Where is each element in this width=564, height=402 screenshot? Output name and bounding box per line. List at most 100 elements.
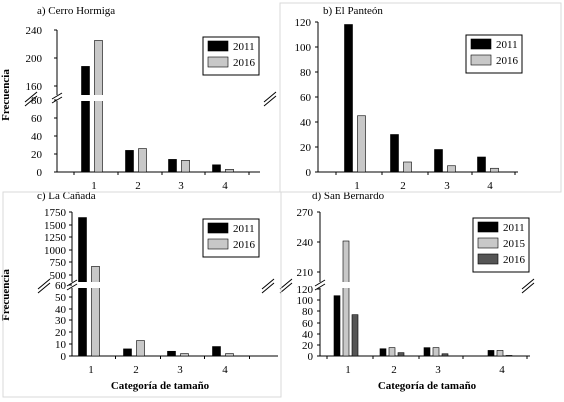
y-tick-label: 20 xyxy=(31,149,43,161)
bar-2011-cat1 xyxy=(81,66,90,173)
axis-break-mark xyxy=(51,92,63,100)
panel-0: a) Cerro Hormiga Frecuencia 0 20 40 60 80 160 20… xyxy=(0,5,277,192)
y-tick-label: 500 xyxy=(50,270,67,282)
bar-2016-cat4 xyxy=(505,355,513,357)
bar-2016-cat1 xyxy=(357,115,366,173)
bar-2011-cat4 xyxy=(212,164,221,173)
y-tick-label: 40 xyxy=(55,304,67,316)
y-tick-label: 80 xyxy=(302,306,314,318)
bar-break-gap xyxy=(80,95,91,101)
legend-label: 2011 xyxy=(233,41,255,53)
y-axis-label: Frecuencia xyxy=(0,269,12,321)
bar-2016-cat3 xyxy=(447,165,456,173)
legend-label: 2016 xyxy=(233,57,256,69)
bar-2015-cat4 xyxy=(496,350,504,357)
y-tick-label: 50 xyxy=(55,292,67,304)
legend-label: 2011 xyxy=(496,39,518,51)
axis-break-mark xyxy=(314,279,326,287)
y-tick-label: 10 xyxy=(55,339,67,351)
bar-2016-cat3 xyxy=(181,160,190,173)
bar-2016-cat4 xyxy=(225,353,234,357)
legend-swatch-2011 xyxy=(207,40,229,52)
legend-swatch-2016 xyxy=(470,54,492,66)
break-slash xyxy=(24,95,38,107)
bar-2011-cat3 xyxy=(168,159,177,173)
y-tick-label: 240 xyxy=(297,237,314,249)
bar-2011-cat2 xyxy=(123,348,132,357)
y-axis-label: Frecuencia xyxy=(0,69,12,121)
y-tick-label: 270 xyxy=(297,207,314,219)
x-tick-label: 4 xyxy=(499,364,505,376)
x-tick-label: 1 xyxy=(354,180,360,192)
x-tick-label: 4 xyxy=(222,180,228,192)
bar-2016-cat3 xyxy=(180,353,189,357)
y-tick-label: 120 xyxy=(295,17,312,29)
bar-2016-cat2 xyxy=(138,148,147,173)
y-tick-label: 60 xyxy=(55,280,67,292)
bar-2016-cat1 xyxy=(91,266,100,357)
legend-swatch-2016 xyxy=(477,253,499,265)
y-tick-label: 60 xyxy=(302,318,314,330)
y-tick-label: 1250 xyxy=(44,232,67,244)
x-tick-label: 2 xyxy=(135,180,141,192)
y-tick-label: 20 xyxy=(300,142,312,154)
bar-2011-cat1 xyxy=(344,24,353,173)
y-tick-label: 1000 xyxy=(44,245,67,257)
legend: 2011 2016 xyxy=(465,34,523,74)
break-slash xyxy=(279,282,293,294)
bar-2016-cat1 xyxy=(94,40,103,173)
x-tick-label: 2 xyxy=(133,364,139,376)
legend-label: 2011 xyxy=(503,222,525,234)
break-slash xyxy=(263,91,277,103)
legend-swatch-2011 xyxy=(207,222,229,234)
bar-2011-cat3 xyxy=(434,149,443,173)
y-tick-label: 30 xyxy=(55,315,67,327)
bar-2016-cat4 xyxy=(225,169,234,173)
y-tick-label: 80 xyxy=(31,95,43,107)
y-tick-label: 0 xyxy=(306,167,312,179)
y-tick-label: 750 xyxy=(50,257,67,269)
y-tick-label: 80 xyxy=(300,67,312,79)
bar-2015-cat2 xyxy=(388,347,396,357)
legend-label: 2016 xyxy=(496,55,519,67)
y-tick-label: 240 xyxy=(26,25,43,37)
panel-frame xyxy=(279,2,562,193)
legend: 2011 2016 xyxy=(202,218,260,258)
bar-break-gap xyxy=(90,282,101,288)
y-tick-label: 120 xyxy=(297,284,314,296)
break-slash xyxy=(24,91,38,103)
y-tick-label: 40 xyxy=(302,329,314,341)
y-tick-label: 100 xyxy=(297,295,314,307)
legend-swatch-2015 xyxy=(477,237,499,249)
bar-2016-cat3 xyxy=(441,353,449,357)
axis-break-mark xyxy=(66,279,78,287)
bar-2016-cat2 xyxy=(403,161,412,173)
break-slash xyxy=(521,282,535,294)
legend-label: 2016 xyxy=(503,254,526,266)
bar-2015-cat3 xyxy=(432,347,440,357)
bar-break-gap xyxy=(342,282,350,288)
x-tick-label: 1 xyxy=(91,180,97,192)
bar-2016-cat4 xyxy=(490,167,499,173)
y-tick-label: 200 xyxy=(26,53,43,65)
break-slash xyxy=(279,278,293,290)
bar-2011-cat4 xyxy=(487,350,495,357)
break-slash xyxy=(37,282,51,294)
break-slash xyxy=(37,278,51,290)
y-tick-label: 210 xyxy=(297,267,314,279)
bar-break-gap xyxy=(77,282,88,288)
panel-title: b) El Panteón xyxy=(323,5,383,17)
break-slash xyxy=(261,278,275,290)
y-tick-label: 60 xyxy=(300,92,312,104)
x-tick-label: 3 xyxy=(444,180,450,192)
legend: 2011 2016 xyxy=(202,36,260,76)
y-tick-label: 20 xyxy=(302,340,314,352)
panel-3: d) San Bernardo Categoría de tamaño 020406… xyxy=(279,190,535,392)
bar-2011-cat1 xyxy=(333,295,341,357)
y-tick-label: 160 xyxy=(26,81,43,93)
x-axis-label: Categoría de tamaño xyxy=(378,380,477,392)
legend-swatch-2011 xyxy=(470,38,492,50)
x-tick-label: 2 xyxy=(391,364,397,376)
panel-title: c) La Cañada xyxy=(37,190,96,202)
